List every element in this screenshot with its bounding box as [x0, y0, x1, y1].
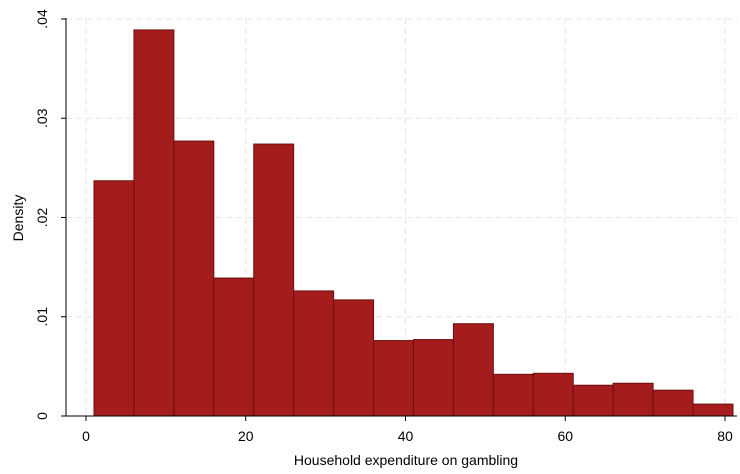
histogram-bar-9 [452, 323, 494, 417]
histogram-bars [93, 29, 734, 417]
histogram-bar-3 [213, 277, 255, 417]
histogram-bar-10 [492, 373, 534, 417]
histogram-bar-11 [532, 372, 574, 417]
y-tick-label-4: .04 [34, 9, 50, 29]
histogram-bar-7 [373, 340, 414, 417]
x-tick-label-2: 40 [398, 428, 414, 444]
x-axis-title: Household expenditure on gambling [294, 452, 518, 468]
histogram-bar-8 [412, 339, 454, 417]
x-tick-label-0: 0 [82, 428, 90, 444]
histogram-bar-0 [93, 180, 135, 417]
y-tick-label-2: .02 [34, 208, 50, 228]
x-tick-label-4: 80 [717, 428, 733, 444]
histogram-bar-4 [253, 143, 295, 417]
y-axis-ticks: 0 .01 .02 .03 .04 [34, 9, 66, 420]
histogram-bar-14 [652, 389, 694, 417]
histogram-bar-15 [692, 403, 734, 417]
y-tick-label-3: .03 [34, 108, 50, 128]
x-tick-label-3: 60 [557, 428, 573, 444]
y-tick-label-1: .01 [34, 307, 50, 327]
histogram-bar-12 [572, 384, 614, 417]
histogram-bar-1 [133, 29, 175, 417]
histogram-bar-5 [293, 290, 335, 417]
x-tick-label-1: 20 [238, 428, 254, 444]
histogram-bar-2 [173, 140, 215, 417]
x-axis-ticks: 0 20 40 60 80 [82, 416, 733, 444]
y-axis-title: Density [10, 195, 26, 242]
histogram-bar-6 [333, 299, 375, 417]
histogram-bar-13 [612, 382, 654, 417]
y-tick-label-0: 0 [34, 412, 50, 420]
